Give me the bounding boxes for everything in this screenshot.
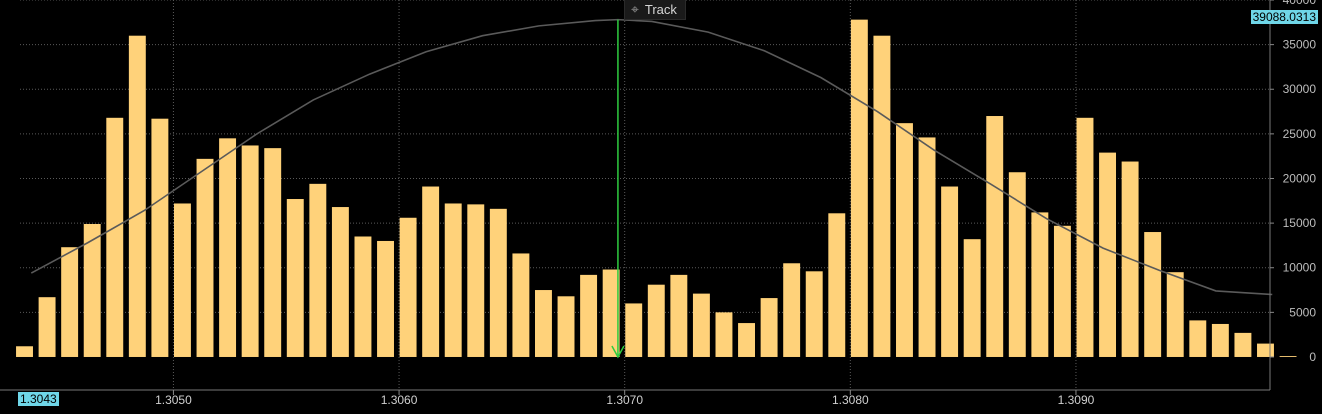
x-tick-label: 1.3060: [381, 393, 418, 407]
bar: [286, 199, 304, 357]
bar: [805, 271, 823, 357]
y-tick-label: 40000: [1283, 0, 1317, 7]
y-axis-ticks: 0 5000 10000 15000 20000 25000 30000 35000 40000: [1270, 0, 1316, 364]
bar: [128, 35, 146, 357]
bar: [1234, 332, 1252, 357]
bar: [1211, 323, 1229, 357]
bar: [850, 19, 868, 357]
bar: [941, 186, 959, 357]
bar: [489, 208, 507, 357]
track-marker: [611, 19, 625, 359]
bar: [692, 293, 710, 357]
y-tick-label: 35000: [1283, 38, 1317, 52]
bar: [1076, 117, 1094, 357]
bar: [399, 217, 417, 357]
x-tick-label: 1.3050: [155, 393, 192, 407]
bar: [219, 138, 237, 357]
bar: [309, 183, 327, 357]
y-tick-label: 10000: [1283, 261, 1317, 275]
y-tick-label: 0: [1309, 350, 1316, 364]
value-readout: 39088.0313: [1250, 10, 1318, 24]
bar: [580, 274, 598, 357]
y-tick-label: 15000: [1283, 216, 1317, 230]
bar: [467, 204, 485, 357]
bar: [557, 296, 575, 357]
bar: [512, 253, 530, 357]
bar: [1053, 225, 1071, 357]
bar: [963, 239, 981, 357]
bar: [173, 203, 191, 357]
bar: [986, 116, 1004, 357]
bar-series: [16, 19, 1297, 357]
track-label: Track: [644, 2, 677, 17]
bar: [16, 346, 33, 357]
bar: [377, 240, 394, 357]
bar: [331, 207, 349, 357]
distribution-curve: [30, 18, 1273, 296]
bar: [151, 118, 169, 357]
bar: [1257, 343, 1274, 357]
x-tick-label: 1.3090: [1058, 393, 1095, 407]
bar: [670, 274, 688, 357]
x-tick-label: 1.3080: [832, 393, 869, 407]
bar: [1166, 272, 1184, 357]
bar: [61, 247, 79, 357]
y-tick-label: 20000: [1283, 171, 1317, 185]
bar: [196, 158, 214, 357]
bar: [1099, 152, 1117, 357]
bar: [83, 224, 101, 357]
bar: [354, 236, 372, 357]
track-button[interactable]: ⌖ Track: [624, 0, 686, 20]
bar: [783, 263, 801, 357]
bar: [1279, 356, 1297, 357]
bar: [647, 284, 665, 357]
bar: [1144, 232, 1162, 357]
x-axis-ticks: 1.3050 1.3060 1.3070 1.3080 1.3090: [155, 390, 1095, 407]
bar: [602, 269, 620, 357]
axes: [0, 0, 1271, 391]
bar: [535, 290, 552, 357]
bar: [625, 303, 643, 357]
bar: [896, 123, 913, 357]
y-tick-label: 5000: [1289, 305, 1316, 319]
y-tick-label: 25000: [1283, 127, 1317, 141]
bar: [241, 145, 259, 357]
bar: [38, 297, 56, 357]
bar: [422, 186, 440, 357]
bar: [1031, 212, 1049, 357]
curve-line: [30, 18, 1273, 296]
marker-arrowhead: [611, 345, 625, 359]
bar: [738, 323, 755, 357]
y-tick-label: 30000: [1283, 82, 1317, 96]
bar: [715, 312, 733, 357]
crosshair-icon: ⌖: [631, 1, 639, 17]
x-readout: 1.3043: [18, 392, 59, 406]
bar: [873, 35, 891, 357]
bar: [1189, 320, 1207, 357]
bar: [918, 137, 936, 357]
bar: [264, 148, 282, 357]
bar: [106, 117, 124, 357]
bar: [760, 298, 778, 357]
bar: [444, 203, 462, 357]
bar: [1008, 172, 1026, 357]
bar: [828, 213, 846, 357]
x-tick-label: 1.3070: [606, 393, 643, 407]
